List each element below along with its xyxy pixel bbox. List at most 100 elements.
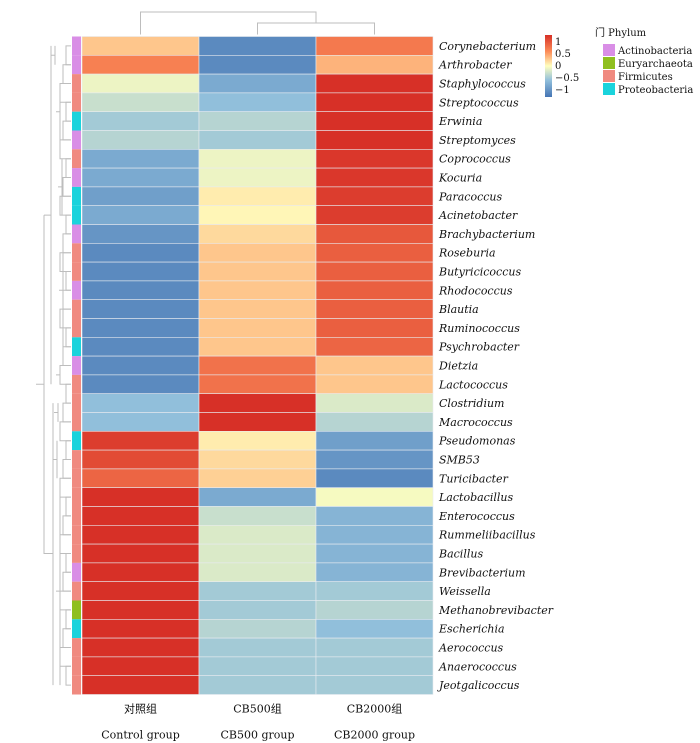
heatmap-cell [198,243,317,263]
genus-label: Streptococcus [439,96,519,109]
heatmap-cell [81,243,200,263]
dendrogram-branch [59,233,64,347]
genus-label: Kocuria [438,172,482,185]
genus-label: Escherichia [438,623,505,636]
dendrogram-branch [65,271,71,291]
heatmap-cell [198,562,317,583]
heatmap-cell [315,280,434,300]
heatmap-cell [198,524,317,545]
heatmap-cell [315,243,434,263]
dendrogram-branch [62,402,71,423]
heatmap-cell [81,562,200,583]
dendrogram-branch [56,83,61,140]
heatmap-cell [81,224,200,244]
phylum-cell [72,243,81,263]
column-label-en: CB2000 group [334,729,415,742]
phylum-cell [72,544,81,563]
dendrogram-branch [65,158,71,178]
heatmap-cell [81,449,200,470]
heatmap-cell [81,167,200,188]
dendrogram-branch [36,215,46,554]
heatmap-cell [81,487,200,507]
heatmap-cell [315,506,434,526]
dendrogram-branch [257,22,375,35]
phylum-cell [72,506,81,526]
heatmap-cell [81,261,200,282]
genus-label: Paracoccus [438,190,502,203]
phylum-cell [72,318,81,338]
legend-swatch [603,70,615,82]
legend-title: 门 Phylum [595,26,647,39]
heatmap-cell [81,36,200,56]
phylum-cell [72,412,81,432]
colorbar-tick-label: −1 [555,85,570,96]
dendrogram-branch [59,534,71,554]
heatmap-cell [198,280,317,300]
phylum-cell [72,337,81,357]
heatmap-cell [198,149,317,169]
colorbar-tick-label: 1 [555,37,561,48]
colorbar: 10.50−0.5−1 [545,35,579,97]
heatmap-cell [81,130,200,150]
phylum-cell [72,656,81,676]
colorbar-tick-label: 0 [555,61,561,72]
phylum-cell [72,393,81,413]
heatmap-cell [81,186,200,206]
genus-label: Jeotgalicoccus [437,679,520,692]
heatmap-cell [315,92,434,113]
phylum-legend: 门 Phylum Actinobacteria Euryarchaeota Firmi… [595,26,693,96]
heatmap-cell [315,36,434,56]
heatmap-cell [315,600,434,620]
dendrogram-branch [62,177,71,197]
genus-label: Roseburia [438,247,496,260]
heatmap-cell [315,149,434,169]
heatmap-cell [198,318,317,338]
phylum-cell [72,487,81,507]
phylum-cell [72,205,81,225]
dendrogram-branch [65,45,71,66]
legend-label: Proteobacteria [618,85,693,96]
genus-label: Anaerococcus [438,660,517,673]
heatmap-cell [81,675,200,695]
heatmap-cell [315,562,434,583]
dendrogram-branch [54,403,59,422]
heatmap-cell [198,224,317,244]
dendrogram-branch [62,233,71,254]
dendrogram-branch [59,83,71,103]
heatmap-cell [81,393,200,413]
colorbar-tick-label: −0.5 [555,73,579,84]
heatmap-cell [81,581,200,601]
heatmap-cell [315,54,434,75]
heatmap-cell [315,430,434,451]
heatmap-cells [81,36,434,695]
genus-label: Blautia [438,303,479,316]
column-label: 对照组 [124,702,157,716]
dendrogram-branch [65,327,71,348]
heatmap-cell [198,374,317,394]
genus-label: Lactobacillus [438,491,513,504]
genus-label: Turicibacter [439,472,509,485]
heatmap-cell [81,524,200,545]
genus-label: Pseudomonas [438,435,516,448]
heatmap-cell [198,430,317,451]
heatmap-cell [315,261,434,282]
heatmap-cell [198,36,317,56]
heatmap-cell [198,449,317,470]
heatmap-cell [198,600,317,620]
column-label-en: Control group [101,729,180,742]
heatmap-cell [81,54,200,75]
heatmap-cell [315,487,434,507]
heatmap-cell [315,412,434,432]
dendrogram-branch [46,403,54,686]
heatmap-cell [81,355,200,376]
phylum-cell [72,468,81,488]
row-dendrogram [36,45,71,686]
heatmap-cell [315,186,434,206]
legend-label: Actinobacteria [617,46,692,57]
heatmap-cell [198,73,317,94]
genus-label: Staphylococcus [439,78,526,91]
heatmap-cell [198,186,317,206]
phylum-cell [72,299,81,319]
genus-label: Rummeliibacillus [438,529,536,542]
heatmap-cell [198,637,317,658]
